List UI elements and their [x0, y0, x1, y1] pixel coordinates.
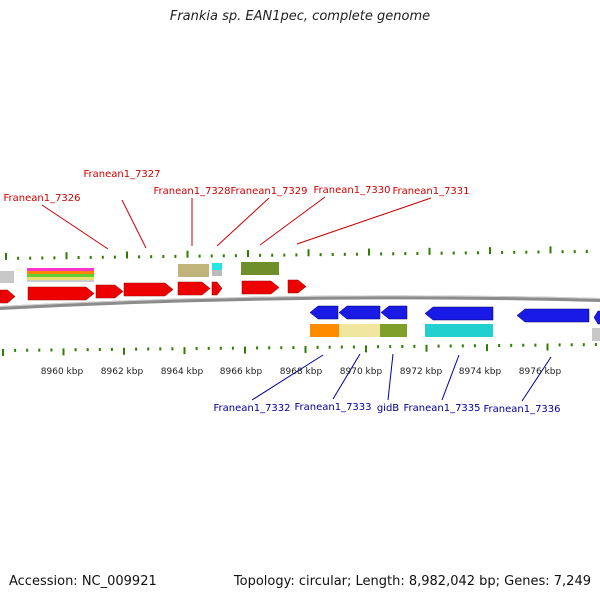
gene-label-bottom[interactable]: Franean1_7333 [294, 402, 371, 413]
genome-title: Frankia sp. EAN1pec, complete genome [169, 9, 431, 24]
gene-label-top[interactable]: Franean1_7327 [83, 169, 160, 180]
feature-bar-cyan-bottom[interactable] [425, 324, 493, 337]
feature-bar-orange[interactable] [27, 271, 94, 274]
forward-gene-arrow[interactable] [241, 280, 280, 295]
feature-bar-olive[interactable] [241, 262, 279, 275]
feature-bar-yellow[interactable] [27, 277, 94, 280]
reverse-genes [309, 305, 600, 325]
feature-bar-gray-small[interactable] [212, 270, 222, 276]
tick-row-bottom [2, 343, 597, 356]
leader-line [259, 196, 326, 246]
axis-label: 8966 kbp [220, 367, 263, 377]
axis-labels: 8960 kbp 8962 kbp 8964 kbp 8966 kbp 8968 kbp… [41, 367, 562, 377]
gene-label-top[interactable]: Franean1_7328 [153, 186, 230, 197]
leader-line [41, 204, 109, 250]
leader-line [296, 197, 432, 245]
reverse-gene-arrow[interactable] [424, 306, 494, 321]
gene-label-top[interactable]: Franean1_7330 [313, 185, 390, 196]
genome-summary: Topology: circular; Length: 8,982,042 bp… [233, 574, 591, 589]
genome-backbone [0, 295, 600, 310]
axis-label: 8964 kbp [161, 367, 204, 377]
axis-label: 8960 kbp [41, 367, 84, 377]
gene-label-top[interactable]: Franean1_7331 [392, 186, 469, 197]
label-leader-lines [41, 196, 552, 402]
feature-bar-pink[interactable] [27, 268, 94, 271]
leader-line [216, 197, 270, 247]
feature-bar-olive-bottom[interactable] [380, 324, 407, 337]
forward-gene-arrow[interactable] [27, 286, 95, 301]
forward-gene-arrow[interactable] [211, 281, 223, 296]
feature-bar-gray[interactable] [0, 271, 14, 283]
reverse-gene-arrow[interactable] [338, 305, 381, 320]
reverse-gene-arrow[interactable] [309, 305, 339, 320]
leader-line [521, 356, 552, 402]
leader-line [387, 353, 394, 401]
accession-text: Accession: NC_009921 [9, 574, 157, 589]
feature-bar-light[interactable] [27, 280, 94, 282]
feature-bar-gray-bottom[interactable] [592, 328, 600, 341]
feature-track-top [0, 262, 279, 283]
leader-line [441, 354, 460, 401]
axis-label: 8976 kbp [519, 367, 562, 377]
gene-label-bottom[interactable]: Franean1_7335 [403, 403, 480, 414]
feature-bar-khaki[interactable] [178, 264, 209, 277]
feature-track-bottom [310, 324, 600, 341]
axis-label: 8974 kbp [459, 367, 502, 377]
feature-bar-orange-bottom[interactable] [310, 324, 339, 337]
reverse-gene-arrow[interactable] [380, 305, 408, 320]
leader-line [251, 354, 324, 401]
forward-gene-arrow[interactable] [287, 279, 307, 294]
gene-label-bottom[interactable]: gidB [377, 403, 399, 414]
forward-gene-arrow[interactable] [177, 281, 211, 296]
axis-label: 8970 kbp [340, 367, 383, 377]
feature-bar-yellow-bottom[interactable] [339, 324, 380, 337]
forward-gene-arrow[interactable] [0, 289, 16, 304]
leader-line [121, 199, 147, 249]
axis-label: 8972 kbp [400, 367, 443, 377]
forward-gene-arrow[interactable] [123, 282, 174, 297]
reverse-gene-arrow[interactable] [516, 308, 590, 323]
bottom-gene-labels: Franean1_7332 Franean1_7333 gidB Franean1_7… [213, 402, 560, 415]
forward-gene-arrow[interactable] [95, 284, 124, 299]
gene-label-bottom[interactable]: Franean1_7332 [213, 403, 290, 414]
reverse-gene-arrow[interactable] [593, 310, 600, 325]
leader-line [332, 353, 361, 400]
axis-label: 8962 kbp [101, 367, 144, 377]
feature-bar-green[interactable] [27, 274, 94, 277]
tick-row-top [5, 246, 588, 260]
axis-label: 8968 kbp [280, 367, 323, 377]
gene-label-bottom[interactable]: Franean1_7336 [483, 404, 560, 415]
feature-bar-cyan[interactable] [212, 263, 222, 270]
gene-label-top[interactable]: Franean1_7326 [3, 193, 80, 204]
gene-label-top[interactable]: Franean1_7329 [230, 186, 307, 197]
forward-genes [0, 279, 307, 304]
